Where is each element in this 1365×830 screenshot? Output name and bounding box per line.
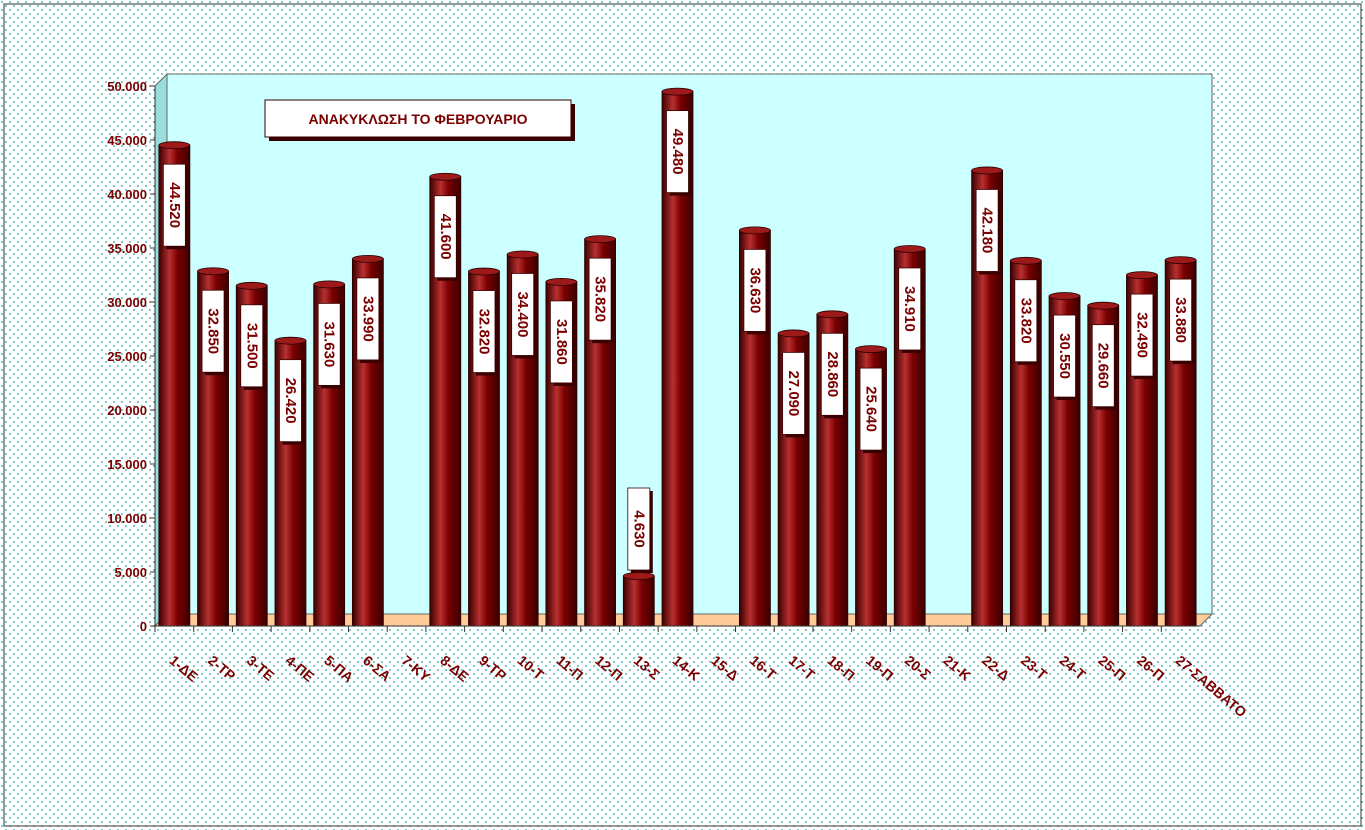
data-label: 30.550	[1053, 314, 1079, 401]
data-label: 41.600	[433, 195, 460, 281]
chart-title-box: ΑΝΑΚΥΚΛΩΣΗ ΤΟ ΦΕΒΡΟΥΑΡΙΟ	[264, 99, 575, 141]
svg-text:25.640: 25.640	[863, 386, 880, 432]
data-label: 34.910	[898, 267, 924, 353]
y-tick-label: 45.000	[107, 133, 147, 148]
svg-text:4.630: 4.630	[630, 510, 647, 548]
data-label: 33.990	[356, 277, 382, 363]
svg-text:41.600: 41.600	[437, 214, 454, 260]
data-labels: 44.520 32.850 31.500 26.420 31.630 33.990 41.6…	[162, 110, 1195, 573]
svg-text:29.660: 29.660	[1095, 343, 1112, 389]
data-label: 26.420	[279, 359, 305, 445]
svg-text:44.520: 44.520	[166, 182, 183, 228]
y-tick-label: 35.000	[107, 241, 147, 256]
svg-text:42.180: 42.180	[979, 208, 996, 254]
data-label: 33.880	[1169, 278, 1195, 365]
svg-text:33.880: 33.880	[1172, 297, 1189, 343]
svg-text:34.910: 34.910	[901, 286, 918, 332]
svg-text:34.400: 34.400	[514, 292, 531, 338]
svg-text:33.820: 33.820	[1017, 298, 1034, 344]
data-label: 49.480	[666, 110, 692, 196]
data-label: 31.500	[240, 304, 266, 390]
y-axis: 0 5.000 10.000 15.000 20.000 25.000 30.000 35.0…	[107, 79, 156, 634]
data-label: 25.640	[859, 367, 886, 454]
svg-text:49.480: 49.480	[669, 129, 686, 175]
chart-title: ΑΝΑΚΥΚΛΩΣΗ ΤΟ ΦΕΒΡΟΥΑΡΙΟ	[308, 111, 527, 127]
data-label: 31.860	[549, 300, 576, 386]
data-label: 31.630	[317, 302, 344, 389]
data-label: 42.180	[975, 189, 1002, 275]
data-label: 27.090	[782, 352, 808, 438]
data-label: 32.490	[1130, 293, 1156, 380]
svg-text:32.820: 32.820	[475, 309, 492, 355]
svg-text:26.420: 26.420	[282, 378, 299, 424]
y-tick-label: 50.000	[107, 79, 147, 94]
data-label: 32.850	[201, 289, 228, 376]
svg-text:30.550: 30.550	[1056, 333, 1073, 379]
svg-text:31.630: 31.630	[321, 321, 338, 367]
page-border	[3, 3, 1362, 827]
data-label: 36.630	[743, 248, 769, 335]
y-tick-label: 5.000	[114, 565, 147, 580]
y-tick-label: 10.000	[107, 511, 147, 526]
data-label: 44.520	[162, 163, 189, 250]
y-tick-label: 15.000	[107, 457, 147, 472]
svg-text:31.500: 31.500	[243, 323, 260, 369]
svg-text:36.630: 36.630	[746, 267, 763, 313]
data-label: 28.860	[820, 332, 847, 419]
svg-text:27.090: 27.090	[785, 370, 802, 416]
data-label: 34.400	[511, 273, 537, 359]
svg-text:28.860: 28.860	[824, 351, 841, 397]
y-tick-label: 40.000	[107, 187, 147, 202]
svg-text:32.490: 32.490	[1133, 312, 1150, 358]
data-label: 35.820	[588, 257, 615, 344]
svg-text:32.850: 32.850	[205, 308, 222, 354]
svg-text:31.860: 31.860	[553, 319, 570, 365]
svg-text:33.990: 33.990	[359, 296, 376, 342]
svg-text:35.820: 35.820	[592, 276, 609, 322]
data-label: 4.630	[627, 487, 653, 573]
y-tick-label: 25.000	[107, 349, 147, 364]
data-label: 32.820	[472, 290, 498, 376]
y-tick-label: 20.000	[107, 403, 147, 418]
data-label: 29.660	[1091, 324, 1118, 410]
y-tick-label: 30.000	[107, 295, 147, 310]
data-label: 33.820	[1014, 279, 1040, 365]
y-tick-label: 0	[140, 619, 147, 634]
bar	[622, 572, 655, 627]
